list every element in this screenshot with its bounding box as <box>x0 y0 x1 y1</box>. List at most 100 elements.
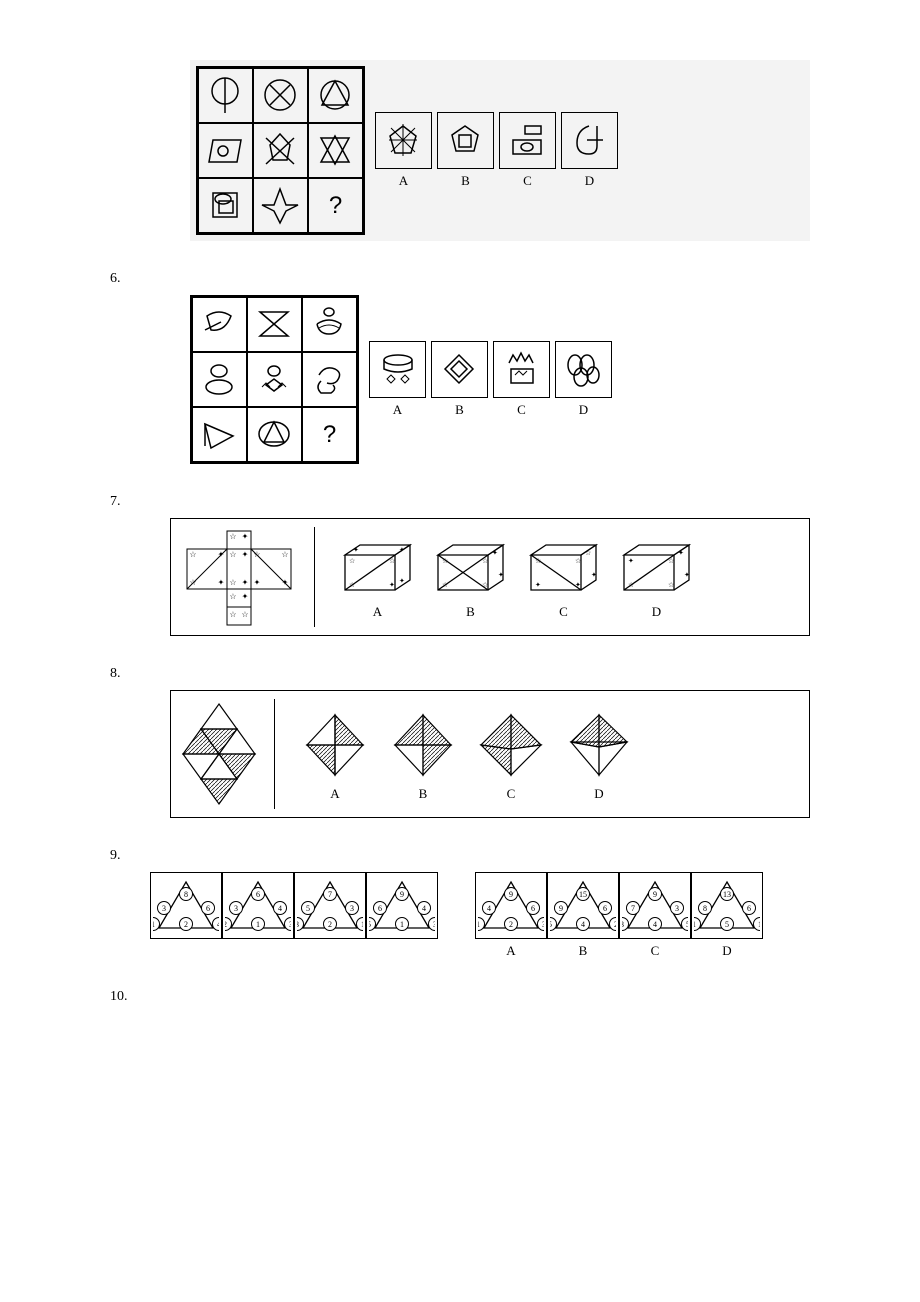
svg-text:☆: ☆ <box>229 592 236 601</box>
svg-text:☆: ☆ <box>668 557 674 565</box>
q8-net <box>179 699 275 809</box>
question-5: ? A B C D <box>110 60 810 241</box>
qnum: 9. <box>110 848 810 864</box>
q5-opt-b[interactable] <box>437 112 494 169</box>
opt-label: C <box>559 604 568 620</box>
svg-text:☆: ☆ <box>253 550 260 559</box>
qnum: 10. <box>110 989 810 1005</box>
q5-opt-c[interactable] <box>499 112 556 169</box>
opt-label: A <box>399 173 408 189</box>
q6-cell-1 <box>197 302 242 347</box>
svg-text:✦: ✦ <box>399 546 405 554</box>
q9-options: 946123A1596542B973345C1386151D <box>475 872 763 959</box>
q6-opt-d[interactable] <box>555 341 612 398</box>
svg-text:1: 1 <box>478 920 480 929</box>
q6-cell-8 <box>252 412 297 457</box>
q7-opt-c[interactable]: ☆☆✦✦☆✦ <box>521 535 606 600</box>
opt-label: D <box>585 173 594 189</box>
opt-label: A <box>506 943 515 959</box>
svg-text:9: 9 <box>559 904 563 913</box>
svg-text:✦: ✦ <box>218 550 225 559</box>
svg-text:3: 3 <box>297 920 299 929</box>
question-6: 6. ? A B C D <box>110 271 810 464</box>
svg-text:✦: ✦ <box>684 571 690 579</box>
q5-cell-4 <box>203 128 248 173</box>
q5-grid: ? <box>196 66 365 235</box>
q5-cell-6 <box>313 128 358 173</box>
q9-seq-item: 753321 <box>294 872 366 939</box>
svg-text:6: 6 <box>256 890 260 899</box>
q5-cell-5 <box>258 128 303 173</box>
svg-text:6: 6 <box>603 904 607 913</box>
q9-opt[interactable]: 973345 <box>619 872 691 939</box>
q6-opt-c[interactable] <box>493 341 550 398</box>
svg-text:☆: ☆ <box>349 581 355 589</box>
q8-opt-c[interactable] <box>471 707 551 782</box>
qnum: 6. <box>110 271 810 287</box>
svg-text:4: 4 <box>653 920 657 929</box>
q9-seq-item: 836124 <box>150 872 222 939</box>
q8-opt-b[interactable] <box>383 707 463 782</box>
svg-text:☆: ☆ <box>482 581 488 589</box>
q6-options: A B C D <box>369 341 612 418</box>
q6-cell-6 <box>307 357 352 402</box>
svg-text:13: 13 <box>723 890 731 899</box>
svg-text:4: 4 <box>422 904 426 913</box>
svg-text:✦: ✦ <box>678 549 684 557</box>
svg-text:3: 3 <box>234 904 238 913</box>
q6-opt-a[interactable] <box>369 341 426 398</box>
q6-cell-3 <box>307 302 352 347</box>
q9-sequence: 836124634213753321964513 <box>150 872 438 939</box>
opt-label: C <box>651 943 660 959</box>
svg-text:3: 3 <box>542 920 544 929</box>
opt-label: B <box>579 943 588 959</box>
svg-text:9: 9 <box>509 890 513 899</box>
q9-opt[interactable]: 1596542 <box>547 872 619 939</box>
svg-text:☆: ☆ <box>389 557 395 565</box>
opt-label: C <box>517 402 526 418</box>
svg-text:☆: ☆ <box>189 550 196 559</box>
q5-cell-8 <box>258 183 303 228</box>
q7-opt-b[interactable]: ☆☆☆☆✦✦ <box>428 535 513 600</box>
q7-opt-d[interactable]: ✦☆☆☆✦✦ <box>614 535 699 600</box>
svg-text:✦: ✦ <box>353 546 359 554</box>
svg-text:✦: ✦ <box>389 581 395 589</box>
svg-text:4: 4 <box>217 920 219 929</box>
svg-text:✦: ✦ <box>628 557 634 565</box>
svg-text:✦: ✦ <box>575 581 581 589</box>
q7-opt-a[interactable]: ✦✦☆☆☆✦✦ <box>335 535 420 600</box>
q9-opt[interactable]: 1386151 <box>691 872 763 939</box>
svg-text:☆: ☆ <box>442 581 448 589</box>
svg-text:4: 4 <box>581 920 585 929</box>
question-8: 8. A B C D <box>110 666 810 818</box>
opt-label: C <box>507 786 516 802</box>
svg-text:6: 6 <box>531 904 535 913</box>
svg-text:9: 9 <box>400 890 404 899</box>
q7-options: ✦✦☆☆☆✦✦A ☆☆☆☆✦✦B ☆☆✦✦☆✦C ✦☆☆☆✦✦D <box>335 535 699 620</box>
svg-text:4: 4 <box>487 904 491 913</box>
q9-opt[interactable]: 946123 <box>475 872 547 939</box>
opt-label: B <box>455 402 464 418</box>
svg-text:☆: ☆ <box>229 610 236 619</box>
question-10: 10. <box>110 989 810 1005</box>
svg-text:1: 1 <box>361 920 363 929</box>
q8-opt-a[interactable] <box>295 707 375 782</box>
opt-label: D <box>652 604 661 620</box>
svg-text:✦: ✦ <box>242 550 249 559</box>
q5-opt-d[interactable] <box>561 112 618 169</box>
q5-cell-2 <box>258 73 303 118</box>
q6-opt-b[interactable] <box>431 341 488 398</box>
svg-text:3: 3 <box>350 904 354 913</box>
q7-figure: ☆✦ ☆✦ ☆✦ ☆✦ ☆✦ ☆☆ ✦✦ ☆✦ ☆☆ ✦✦☆☆☆✦✦A ☆☆☆☆… <box>170 518 810 636</box>
qnum: 8. <box>110 666 810 682</box>
svg-text:4: 4 <box>278 904 282 913</box>
q8-opt-d[interactable] <box>559 707 639 782</box>
svg-text:6: 6 <box>378 904 382 913</box>
svg-text:☆: ☆ <box>442 557 448 565</box>
svg-text:☆: ☆ <box>241 610 248 619</box>
q5-opt-a[interactable] <box>375 112 432 169</box>
svg-text:3: 3 <box>622 920 624 929</box>
q8-options: A B C D <box>295 707 639 802</box>
question-mark: ? <box>323 421 336 449</box>
svg-text:2: 2 <box>184 920 188 929</box>
